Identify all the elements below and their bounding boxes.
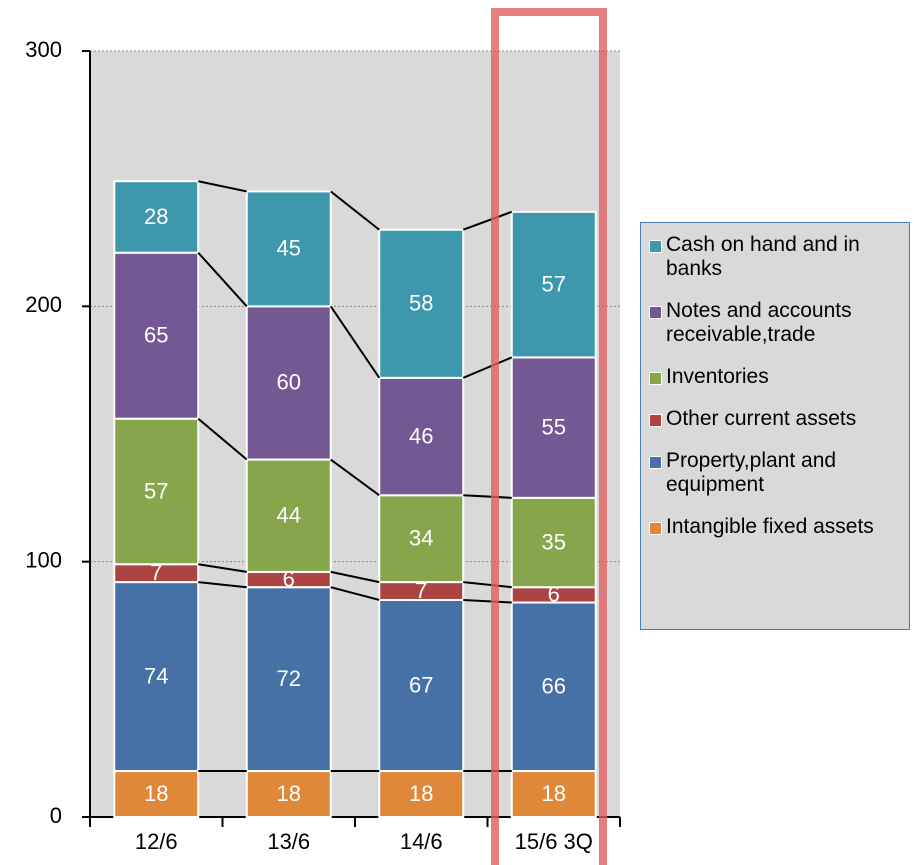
data-label: 58 [409, 291, 433, 316]
series-line [330, 570, 380, 584]
series-line [198, 563, 247, 573]
legend-item: Cash on hand and in banks [649, 233, 905, 281]
bar-segment [510, 496, 597, 589]
data-label: 57 [144, 478, 168, 503]
bar-segment [510, 601, 597, 773]
series-line [330, 586, 380, 601]
series-line [197, 417, 248, 461]
bar-segment [510, 770, 597, 818]
x-tick-label: 14/6 [400, 829, 443, 854]
legend-swatch [649, 414, 662, 427]
legend-swatch [649, 306, 662, 319]
bar-segment [113, 251, 200, 420]
x-tick-label: 12/6 [135, 829, 178, 854]
legend-item: Property,plant and equipment [649, 449, 905, 497]
legend-swatch [649, 522, 662, 535]
legend: Cash on hand and in banks Notes and accou… [640, 222, 910, 630]
data-label: 66 [542, 674, 566, 699]
legend-item: Intangible fixed assets [649, 515, 905, 539]
highlight-box [491, 8, 607, 865]
legend-label: Notes and accounts receivable,trade [666, 299, 852, 346]
bar-segment [510, 356, 597, 499]
data-label: 18 [277, 781, 301, 806]
data-label: 60 [277, 370, 301, 395]
bar-segment [510, 210, 597, 359]
data-label: 72 [277, 666, 301, 691]
bar-segment [245, 586, 332, 773]
series-line [329, 305, 381, 379]
legend-item: Notes and accounts receivable,trade [649, 299, 905, 347]
bar-segment [245, 305, 332, 461]
data-label: 28 [144, 204, 168, 229]
data-label: 55 [542, 414, 566, 439]
legend-item: Inventories [649, 365, 905, 389]
series-line [198, 180, 247, 193]
legend-label: Other current assets [666, 407, 857, 430]
data-label: 35 [542, 529, 566, 554]
data-label: 7 [415, 578, 427, 603]
data-label: 18 [144, 781, 168, 806]
y-tick-label: 300 [25, 37, 62, 62]
y-tick-label: 100 [25, 547, 62, 572]
bar-segment [378, 228, 465, 379]
y-tick-label: 0 [50, 803, 62, 828]
legend-label: Intangible fixed assets [666, 515, 874, 538]
legend-label: Cash on hand and in banks [666, 233, 860, 280]
legend-label: Inventories [666, 365, 769, 388]
legend-swatch [649, 456, 662, 469]
series-line [330, 458, 380, 497]
data-label: 34 [409, 525, 433, 550]
bar-segment [378, 598, 465, 773]
series-line [463, 494, 512, 499]
series-line [463, 598, 512, 604]
series-line [463, 581, 512, 589]
x-tick-label: 13/6 [267, 829, 310, 854]
x-tick-label: 15/6 3Q [515, 829, 593, 854]
data-label: 18 [542, 781, 566, 806]
data-label: 65 [144, 323, 168, 348]
legend-swatch [649, 240, 662, 253]
bar-segment [378, 376, 465, 497]
legend-item: Other current assets [649, 407, 905, 431]
data-label: 18 [409, 781, 433, 806]
data-label: 57 [542, 271, 566, 296]
y-tick-label: 200 [25, 292, 62, 317]
legend-swatch [649, 372, 662, 385]
data-label: 67 [409, 672, 433, 697]
series-line [197, 252, 248, 308]
bar-segment [245, 190, 332, 308]
series-line [198, 581, 247, 589]
bar-segment [245, 770, 332, 818]
data-label: 46 [409, 423, 433, 448]
series-line [462, 356, 513, 379]
bar-segment [113, 581, 200, 773]
bar-segment [113, 770, 200, 818]
series-line [462, 210, 513, 231]
bar-segment [113, 180, 200, 254]
data-label: 45 [277, 236, 301, 261]
data-label: 7 [150, 560, 162, 585]
data-label: 44 [277, 503, 301, 528]
series-line [330, 190, 380, 231]
legend-label: Property,plant and equipment [666, 449, 837, 496]
data-label: 74 [144, 663, 168, 688]
bar-segment [113, 417, 200, 566]
